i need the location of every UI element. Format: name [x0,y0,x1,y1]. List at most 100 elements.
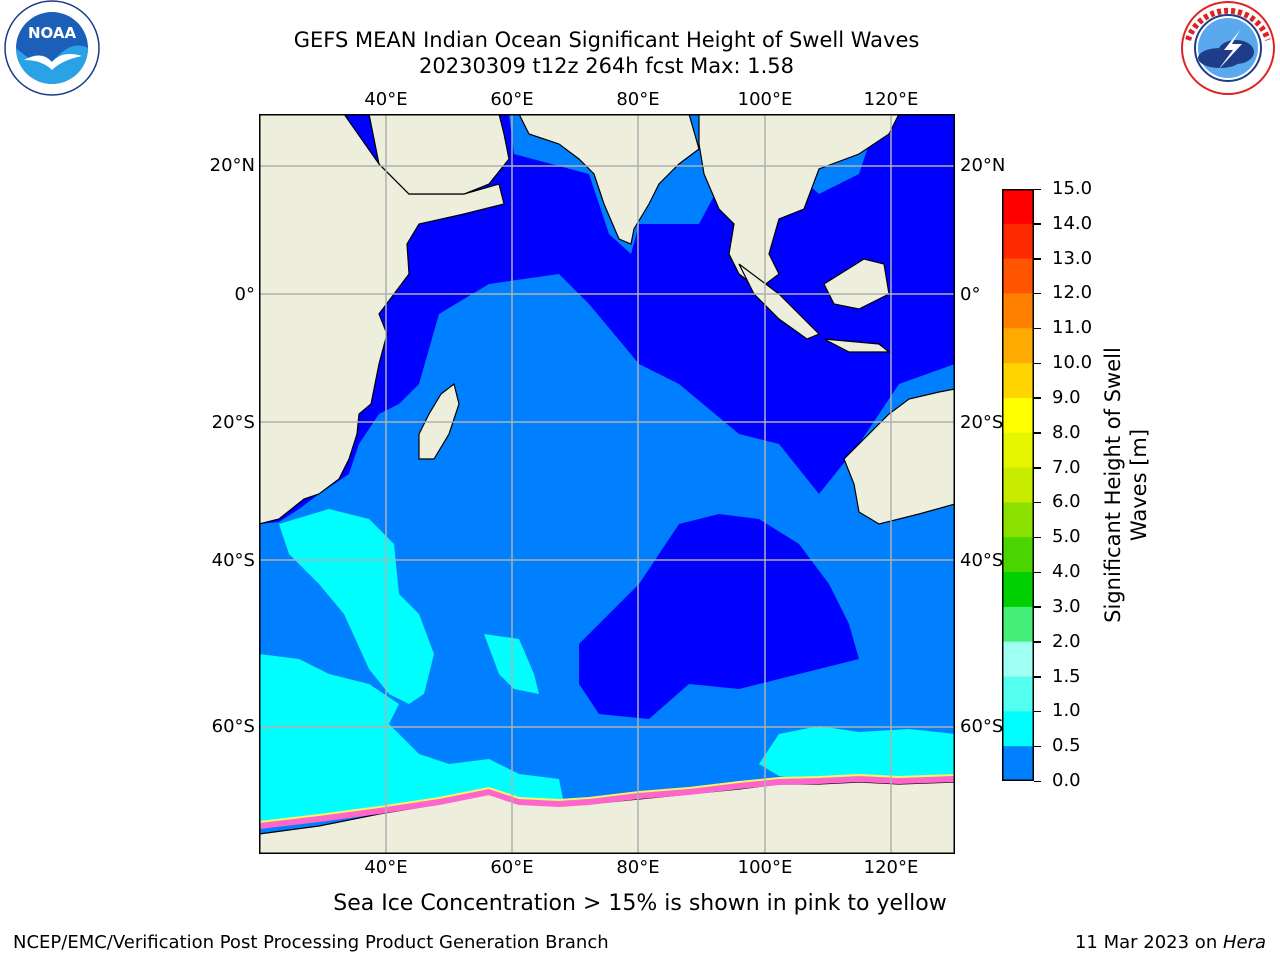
india [518,114,700,245]
lon-tick-top-100e: 100°E [737,89,793,110]
colorbar-tick-mark [1034,292,1041,295]
colorbar-tick-label: 4.0 [1052,561,1081,583]
lat-tick-left-20s: 20°S [211,412,255,433]
colorbar-tick-label: 10.0 [1052,352,1093,374]
colorbar-bin [1002,641,1034,678]
colorbar-tick-label: 9.0 [1052,386,1081,408]
lon-tick-top-80e: 80°E [616,89,660,110]
footer-credit: NCEP/EMC/Verification Post Processing Pr… [13,932,609,953]
colorbar-bin [1002,537,1034,573]
lat-tick-right-20n: 20°N [960,155,1006,176]
colorbar-bin [1002,676,1034,712]
colorbar-tick-label: 3.0 [1052,595,1081,617]
chart-title: GEFS MEAN Indian Ocean Significant Heigh… [293,28,920,52]
colorbar-bin [1002,432,1034,469]
colorbar-tick-label: 0.0 [1052,770,1081,791]
colorbar-tick-label: 14.0 [1052,212,1093,234]
colorbar-bin [1002,397,1034,434]
colorbar-tick-label: 12.0 [1052,282,1093,304]
lat-tick-right-20s: 20°S [960,412,1004,433]
nws-logo [1178,0,1278,100]
colorbar-tick-label: 2.0 [1052,630,1081,652]
colorbar-tick-label: 6.0 [1052,491,1081,513]
colorbar-tick-mark [1034,676,1041,678]
lon-tick-bottom-60e: 60°E [490,857,534,878]
lon-tick-top-40e: 40°E [364,89,408,110]
landmass [259,114,955,854]
arabia [368,114,510,195]
map-svg [259,114,955,854]
map-frame [259,114,955,854]
colorbar-tick-label: 15.0 [1052,178,1093,199]
colorbar-tick-mark [1034,223,1041,225]
lon-tick-top-120e: 120°E [863,89,919,110]
swell-region-low-south [579,514,859,719]
colorbar-tick-label: 11.0 [1052,317,1093,339]
lat-tick-right-40s: 40°S [960,550,1004,571]
footer-host: Hera [1222,932,1266,953]
colorbar-bin [1002,606,1034,643]
colorbar-tick-mark [1034,536,1041,539]
colorbar-tick-label: 7.0 [1052,456,1081,478]
colorbar-tick-mark [1034,397,1041,399]
colorbar-bin [1002,258,1034,294]
colorbar-tick-mark [1034,745,1041,748]
colorbar-tick-label: 8.0 [1052,421,1081,443]
lon-tick-top-60e: 60°E [490,89,534,110]
footer-date-text: 11 Mar 2023 on [1074,932,1223,953]
colorbar-bin [1002,502,1034,538]
sea-ice-band [259,775,955,829]
colorbar-tick-label: 0.5 [1052,735,1081,757]
noaa-logo: NOAA [2,0,102,100]
colorbar-bin [1002,746,1034,782]
colorbar-bin [1002,293,1034,329]
sea-ice-edge [259,773,955,823]
colorbar-tick-mark [1034,606,1041,608]
colorbar-tick-label: 1.5 [1052,665,1081,687]
lat-tick-left-60s: 60°S [211,716,255,737]
colorbar-tick-mark [1034,432,1041,434]
colorbar-title-line2: Waves [m] [1127,428,1151,542]
lon-tick-bottom-120e: 120°E [863,857,919,878]
colorbar-tick-mark [1034,710,1041,713]
colorbar-border [1002,189,1034,781]
se-asia [698,114,900,290]
colorbar-tick-mark [1034,327,1041,330]
footer-date: 11 Mar 2023 on Hera [1075,932,1266,953]
colorbar-bin [1002,363,1034,399]
swell-region-mid-southeast [759,726,955,784]
colorbar-bin [1002,328,1034,364]
lon-tick-bottom-80e: 80°E [616,857,660,878]
sumatra [738,263,821,340]
lat-tick-right-60s: 60°S [960,716,1004,737]
colorbar-tick-label: 1.0 [1052,700,1081,722]
colorbar-tick-mark [1034,258,1041,260]
colorbar-bin [1002,467,1034,503]
java [823,338,891,353]
colorbar [1002,189,1034,782]
colorbar-bin [1002,223,1034,260]
colorbar-tick-mark [1034,571,1041,574]
sea-ice-caption: Sea Ice Concentration > 15% is shown in … [333,891,947,916]
lat-tick-left-40s: 40°S [211,550,255,571]
colorbar-tick-label: 13.0 [1052,247,1093,269]
gridlines [259,114,955,854]
colorbar-title-line1: Significant Height of Swell [1101,347,1125,623]
swell-region-mid-west [279,509,434,704]
lon-tick-bottom-100e: 100°E [737,857,793,878]
noaa-logo-text: NOAA [28,24,77,42]
colorbar-tick-mark [1034,467,1041,469]
lat-tick-right-0: 0° [960,284,981,305]
swell-region-mid-southwest [259,654,564,826]
lat-tick-left-20n: 20°N [209,155,255,176]
colorbar-tick-mark [1034,501,1041,504]
colorbar-bin [1002,572,1034,608]
colorbar-bin [1002,189,1034,225]
chart-subtitle: 20230309 t12z 264h fcst Max: 1.58 [419,54,794,78]
colorbar-svg [1002,189,1034,782]
colorbar-tick-mark [1034,780,1041,782]
lat-tick-left-0: 0° [234,284,255,305]
lon-tick-bottom-40e: 40°E [364,857,408,878]
colorbar-tick-mark [1034,362,1041,365]
colorbar-bin [1002,711,1034,747]
